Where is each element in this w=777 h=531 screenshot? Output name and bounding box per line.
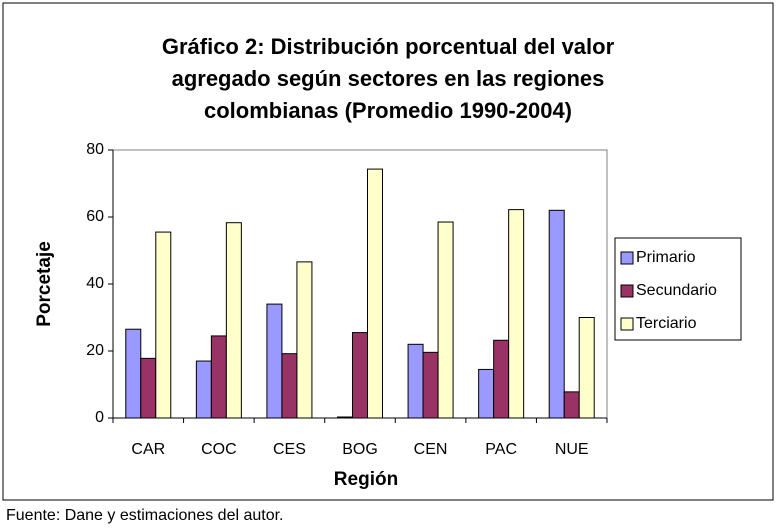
bar (367, 168, 383, 419)
legend-label: Secundario (636, 282, 717, 299)
y-tick-label: 40 (86, 275, 104, 292)
bar (407, 343, 424, 419)
bar (493, 339, 510, 419)
x-tick-label: COC (201, 441, 237, 458)
bar (508, 209, 525, 419)
x-tick-label: NUE (555, 441, 589, 458)
y-tick-label: 20 (86, 342, 104, 359)
legend-swatch (620, 251, 634, 265)
legend-swatch (620, 284, 634, 298)
chart-title: agregado según sectores en las regiones (172, 66, 605, 91)
bar (296, 261, 313, 419)
y-axis-title: Porcetaje (34, 241, 55, 327)
legend-label: Primario (636, 249, 696, 266)
bar (437, 221, 454, 419)
bar (352, 332, 368, 419)
x-tick-label: CEN (414, 441, 448, 458)
y-tick-label: 0 (95, 409, 104, 426)
y-tick-label: 60 (86, 208, 104, 225)
x-tick-label: CES (273, 441, 306, 458)
bar (195, 360, 212, 419)
x-tick-label: CAR (131, 441, 165, 458)
bar (125, 328, 142, 419)
bar (155, 231, 172, 419)
bar (422, 351, 439, 419)
source-note: Fuente: Dane y estimaciones del autor. (6, 507, 284, 524)
bar (548, 209, 565, 419)
bar (140, 357, 157, 419)
bar (281, 353, 298, 419)
legend-label: Terciario (636, 315, 697, 332)
bar (210, 335, 227, 419)
legend-swatch (620, 317, 634, 331)
bar (225, 222, 242, 419)
y-tick-label: 80 (86, 141, 104, 158)
bar (578, 317, 595, 419)
legend-box (614, 237, 742, 341)
x-tick-label: BOG (342, 441, 378, 458)
bar (478, 368, 495, 419)
bar (563, 391, 580, 419)
chart-title: colombianas (Promedio 1990-2004) (204, 98, 572, 123)
bar (266, 303, 283, 419)
x-axis-title: Región (334, 469, 398, 490)
x-tick-label: PAC (485, 441, 517, 458)
bar (337, 416, 353, 419)
chart-title: Gráfico 2: Distribución porcentual del v… (162, 34, 615, 59)
